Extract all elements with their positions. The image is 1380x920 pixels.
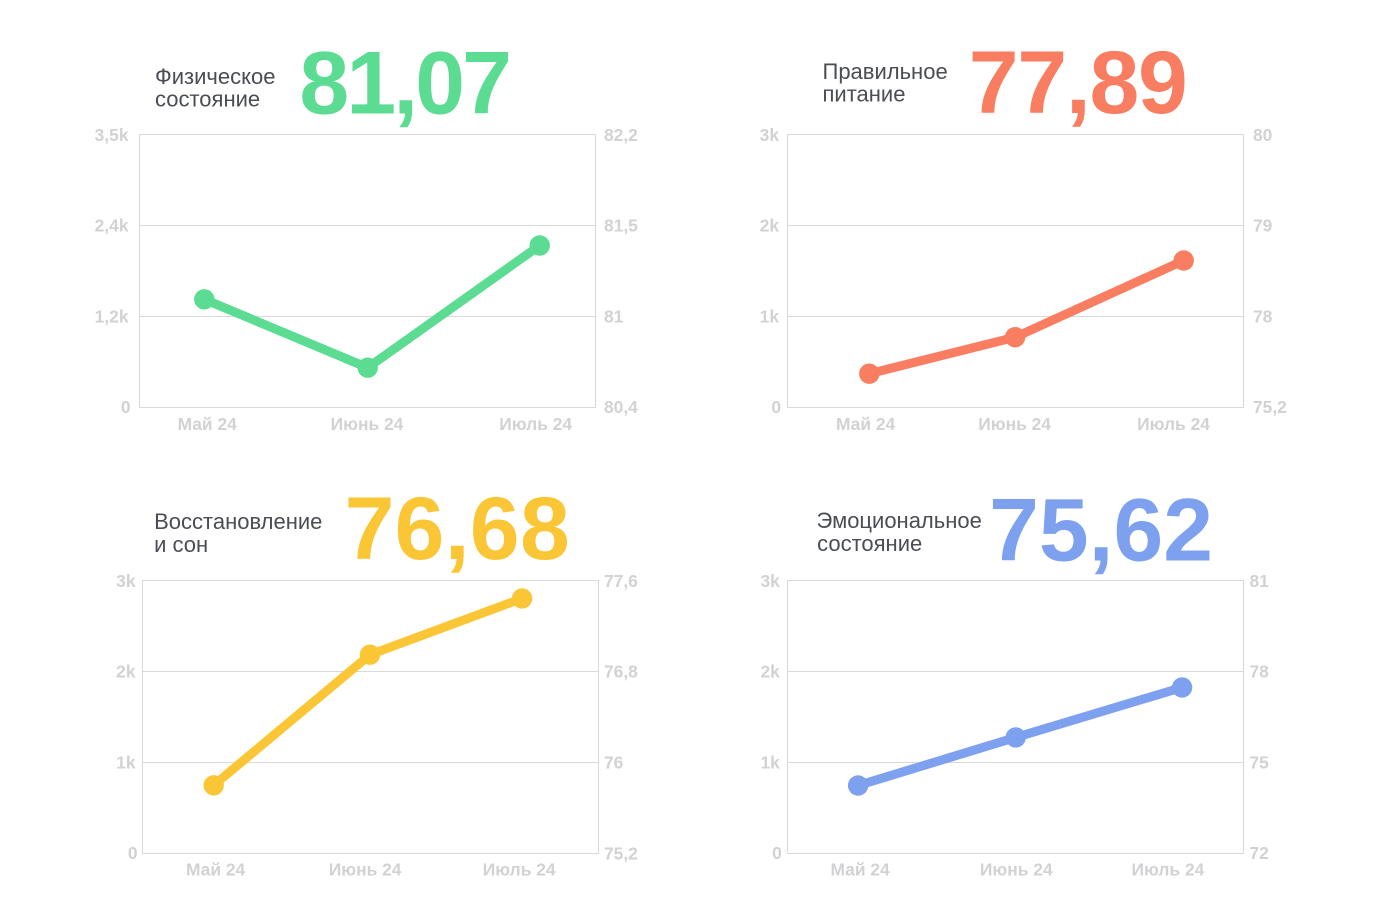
svg-text:Правильное: Правильное (823, 59, 948, 84)
svg-text:75,2: 75,2 (1253, 397, 1287, 417)
svg-text:75: 75 (1250, 753, 1270, 773)
svg-text:Июнь 24: Июнь 24 (331, 414, 404, 434)
svg-text:77,89: 77,89 (969, 32, 1187, 132)
svg-text:76,8: 76,8 (604, 662, 638, 682)
svg-text:Май 24: Май 24 (178, 414, 238, 434)
svg-text:76,68: 76,68 (345, 478, 570, 578)
svg-text:81,5: 81,5 (604, 216, 638, 236)
svg-text:81: 81 (604, 307, 624, 327)
svg-text:80: 80 (1253, 125, 1272, 145)
svg-text:0: 0 (128, 843, 138, 863)
svg-text:2k: 2k (760, 662, 780, 682)
svg-text:2,4k: 2,4k (95, 216, 129, 236)
svg-text:Июль 24: Июль 24 (483, 859, 556, 879)
svg-text:81: 81 (1250, 571, 1270, 591)
svg-text:Июль 24: Июль 24 (1131, 859, 1204, 879)
svg-text:Физическое: Физическое (155, 64, 275, 89)
svg-text:3k: 3k (760, 571, 780, 591)
svg-text:Май 24: Май 24 (830, 859, 890, 879)
svg-text:80,4: 80,4 (604, 397, 638, 417)
svg-text:2k: 2k (116, 662, 136, 682)
svg-text:0: 0 (121, 397, 131, 417)
svg-text:75,2: 75,2 (604, 843, 638, 863)
svg-text:72: 72 (1250, 843, 1269, 863)
svg-text:состояние: состояние (155, 86, 260, 111)
svg-text:Май 24: Май 24 (836, 414, 896, 434)
svg-text:75,62: 75,62 (989, 480, 1213, 580)
svg-text:Июнь 24: Июнь 24 (329, 859, 402, 879)
svg-text:1k: 1k (760, 307, 780, 327)
svg-text:78: 78 (1253, 307, 1273, 327)
svg-text:2k: 2k (760, 216, 780, 236)
svg-text:1k: 1k (760, 753, 780, 773)
svg-text:1k: 1k (116, 753, 136, 773)
svg-text:состояние: состояние (817, 531, 922, 556)
svg-text:3k: 3k (760, 125, 780, 145)
svg-text:1,2k: 1,2k (95, 307, 129, 327)
svg-text:Июль 24: Июль 24 (1137, 414, 1210, 434)
svg-text:Май 24: Май 24 (186, 859, 246, 879)
svg-text:3k: 3k (116, 571, 136, 591)
svg-text:и сон: и сон (154, 532, 208, 557)
svg-text:76: 76 (604, 753, 624, 773)
svg-text:82,2: 82,2 (604, 125, 638, 145)
svg-text:Эмоциональное: Эмоциональное (817, 508, 982, 533)
svg-text:Июль 24: Июль 24 (499, 414, 572, 434)
svg-text:Июнь 24: Июнь 24 (980, 859, 1053, 879)
svg-text:77,6: 77,6 (604, 571, 638, 591)
svg-text:питание: питание (823, 81, 906, 106)
svg-text:3,5k: 3,5k (95, 125, 129, 145)
svg-text:78: 78 (1250, 662, 1270, 682)
svg-text:0: 0 (772, 843, 782, 863)
svg-text:79: 79 (1253, 216, 1273, 236)
svg-text:81,07: 81,07 (299, 32, 509, 132)
svg-text:Восстановление: Восстановление (154, 509, 322, 534)
svg-text:Июнь 24: Июнь 24 (978, 414, 1051, 434)
svg-text:0: 0 (771, 397, 781, 417)
